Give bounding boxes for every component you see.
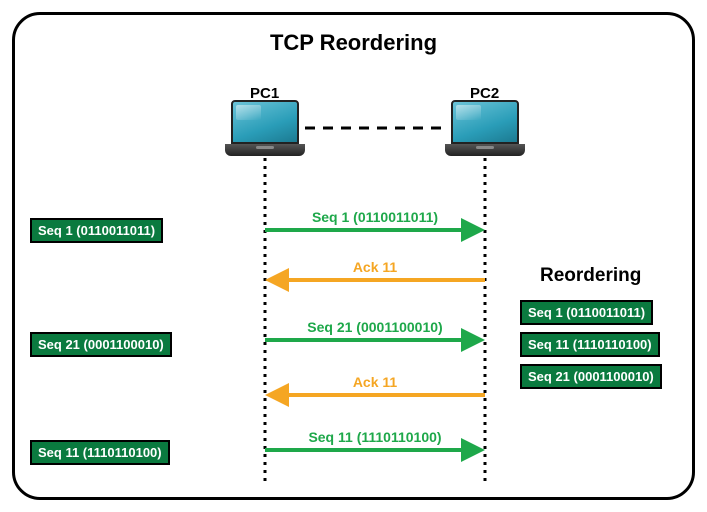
pc1-icon: [225, 100, 305, 155]
left-seq-badge-0: Seq 1 (0110011011): [30, 218, 163, 243]
left-seq-badge-2: Seq 11 (1110110100): [30, 440, 170, 465]
left-seq-badge-1: Seq 21 (0001100010): [30, 332, 172, 357]
diagram-title: TCP Reordering: [0, 30, 707, 56]
right-seq-badge-1: Seq 11 (1110110100): [520, 332, 660, 357]
frame-border: [12, 12, 695, 500]
right-seq-badge-0: Seq 1 (0110011011): [520, 300, 653, 325]
reordering-title: Reordering: [540, 265, 641, 287]
right-seq-badge-2: Seq 21 (0001100010): [520, 364, 662, 389]
diagram-frame: TCP Reordering PC1 PC2 Reordering Seq 1 …: [0, 0, 707, 512]
pc2-icon: [445, 100, 525, 155]
